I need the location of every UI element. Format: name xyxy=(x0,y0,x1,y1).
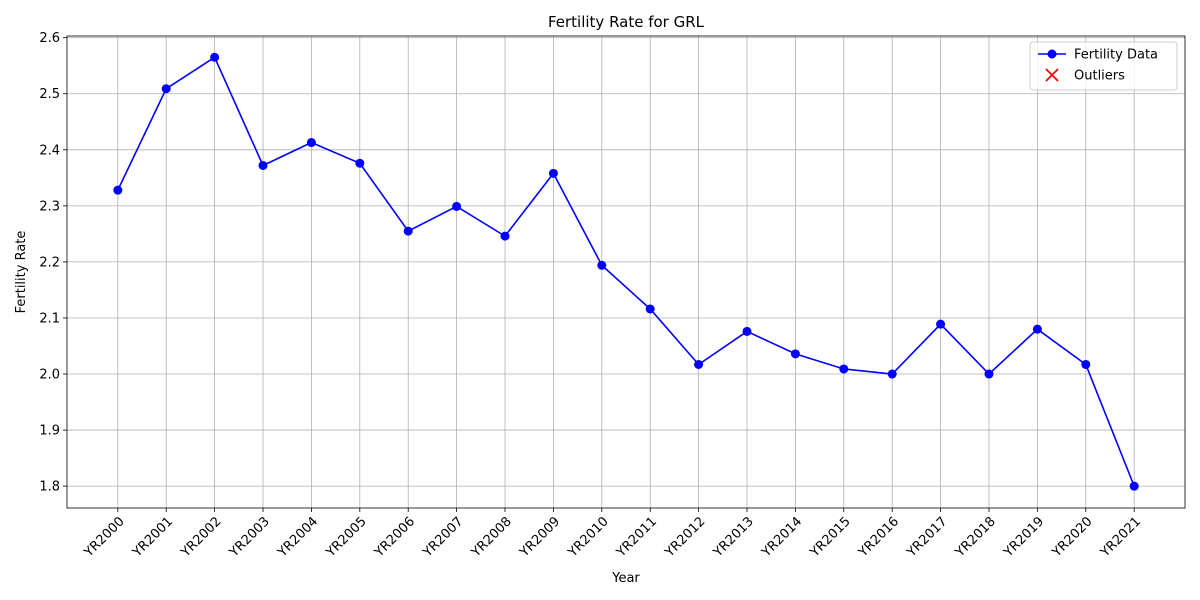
y-tick-label: 2.1 xyxy=(39,311,60,326)
marker xyxy=(210,52,220,62)
legend-label: Outliers xyxy=(1074,69,1125,84)
axes-frame xyxy=(66,35,1186,509)
y-tick-label: 1.8 xyxy=(39,480,60,495)
marker xyxy=(742,326,752,336)
marker xyxy=(1045,68,1059,82)
y-tick-label: 2.3 xyxy=(39,199,60,214)
marker xyxy=(1047,49,1057,59)
x-axis-label: Year xyxy=(611,571,640,586)
marker xyxy=(355,158,365,168)
marker xyxy=(500,231,510,241)
y-tick-label: 2.6 xyxy=(39,31,60,46)
chart-title: Fertility Rate for GRL xyxy=(548,13,705,31)
y-tick-label: 2.4 xyxy=(39,143,60,158)
legend-label: Fertility Data xyxy=(1074,48,1158,63)
marker xyxy=(161,84,171,94)
marker xyxy=(790,349,800,359)
marker xyxy=(452,201,462,211)
marker xyxy=(1129,481,1139,491)
marker xyxy=(645,304,655,314)
y-tick-label: 2.5 xyxy=(39,87,60,102)
marker xyxy=(597,260,607,270)
marker xyxy=(403,226,413,236)
marker xyxy=(984,369,994,379)
marker xyxy=(1081,359,1091,369)
legend: Fertility Data Outliers xyxy=(1029,41,1178,91)
plot xyxy=(113,52,1139,491)
marker xyxy=(306,138,316,148)
marker xyxy=(113,185,123,195)
marker xyxy=(694,359,704,369)
y-tick-label: 1.9 xyxy=(39,424,60,439)
marker xyxy=(258,160,268,170)
series-line xyxy=(117,56,1135,487)
marker xyxy=(1032,324,1042,334)
marker xyxy=(548,168,558,178)
y-tick-label: 2.2 xyxy=(39,255,60,270)
marker xyxy=(936,319,946,329)
y-axis-label: Fertility Rate xyxy=(14,231,29,314)
legend-box xyxy=(1029,41,1178,91)
marker xyxy=(887,369,897,379)
marker xyxy=(839,364,849,374)
y-tick-label: 2.0 xyxy=(39,368,60,383)
